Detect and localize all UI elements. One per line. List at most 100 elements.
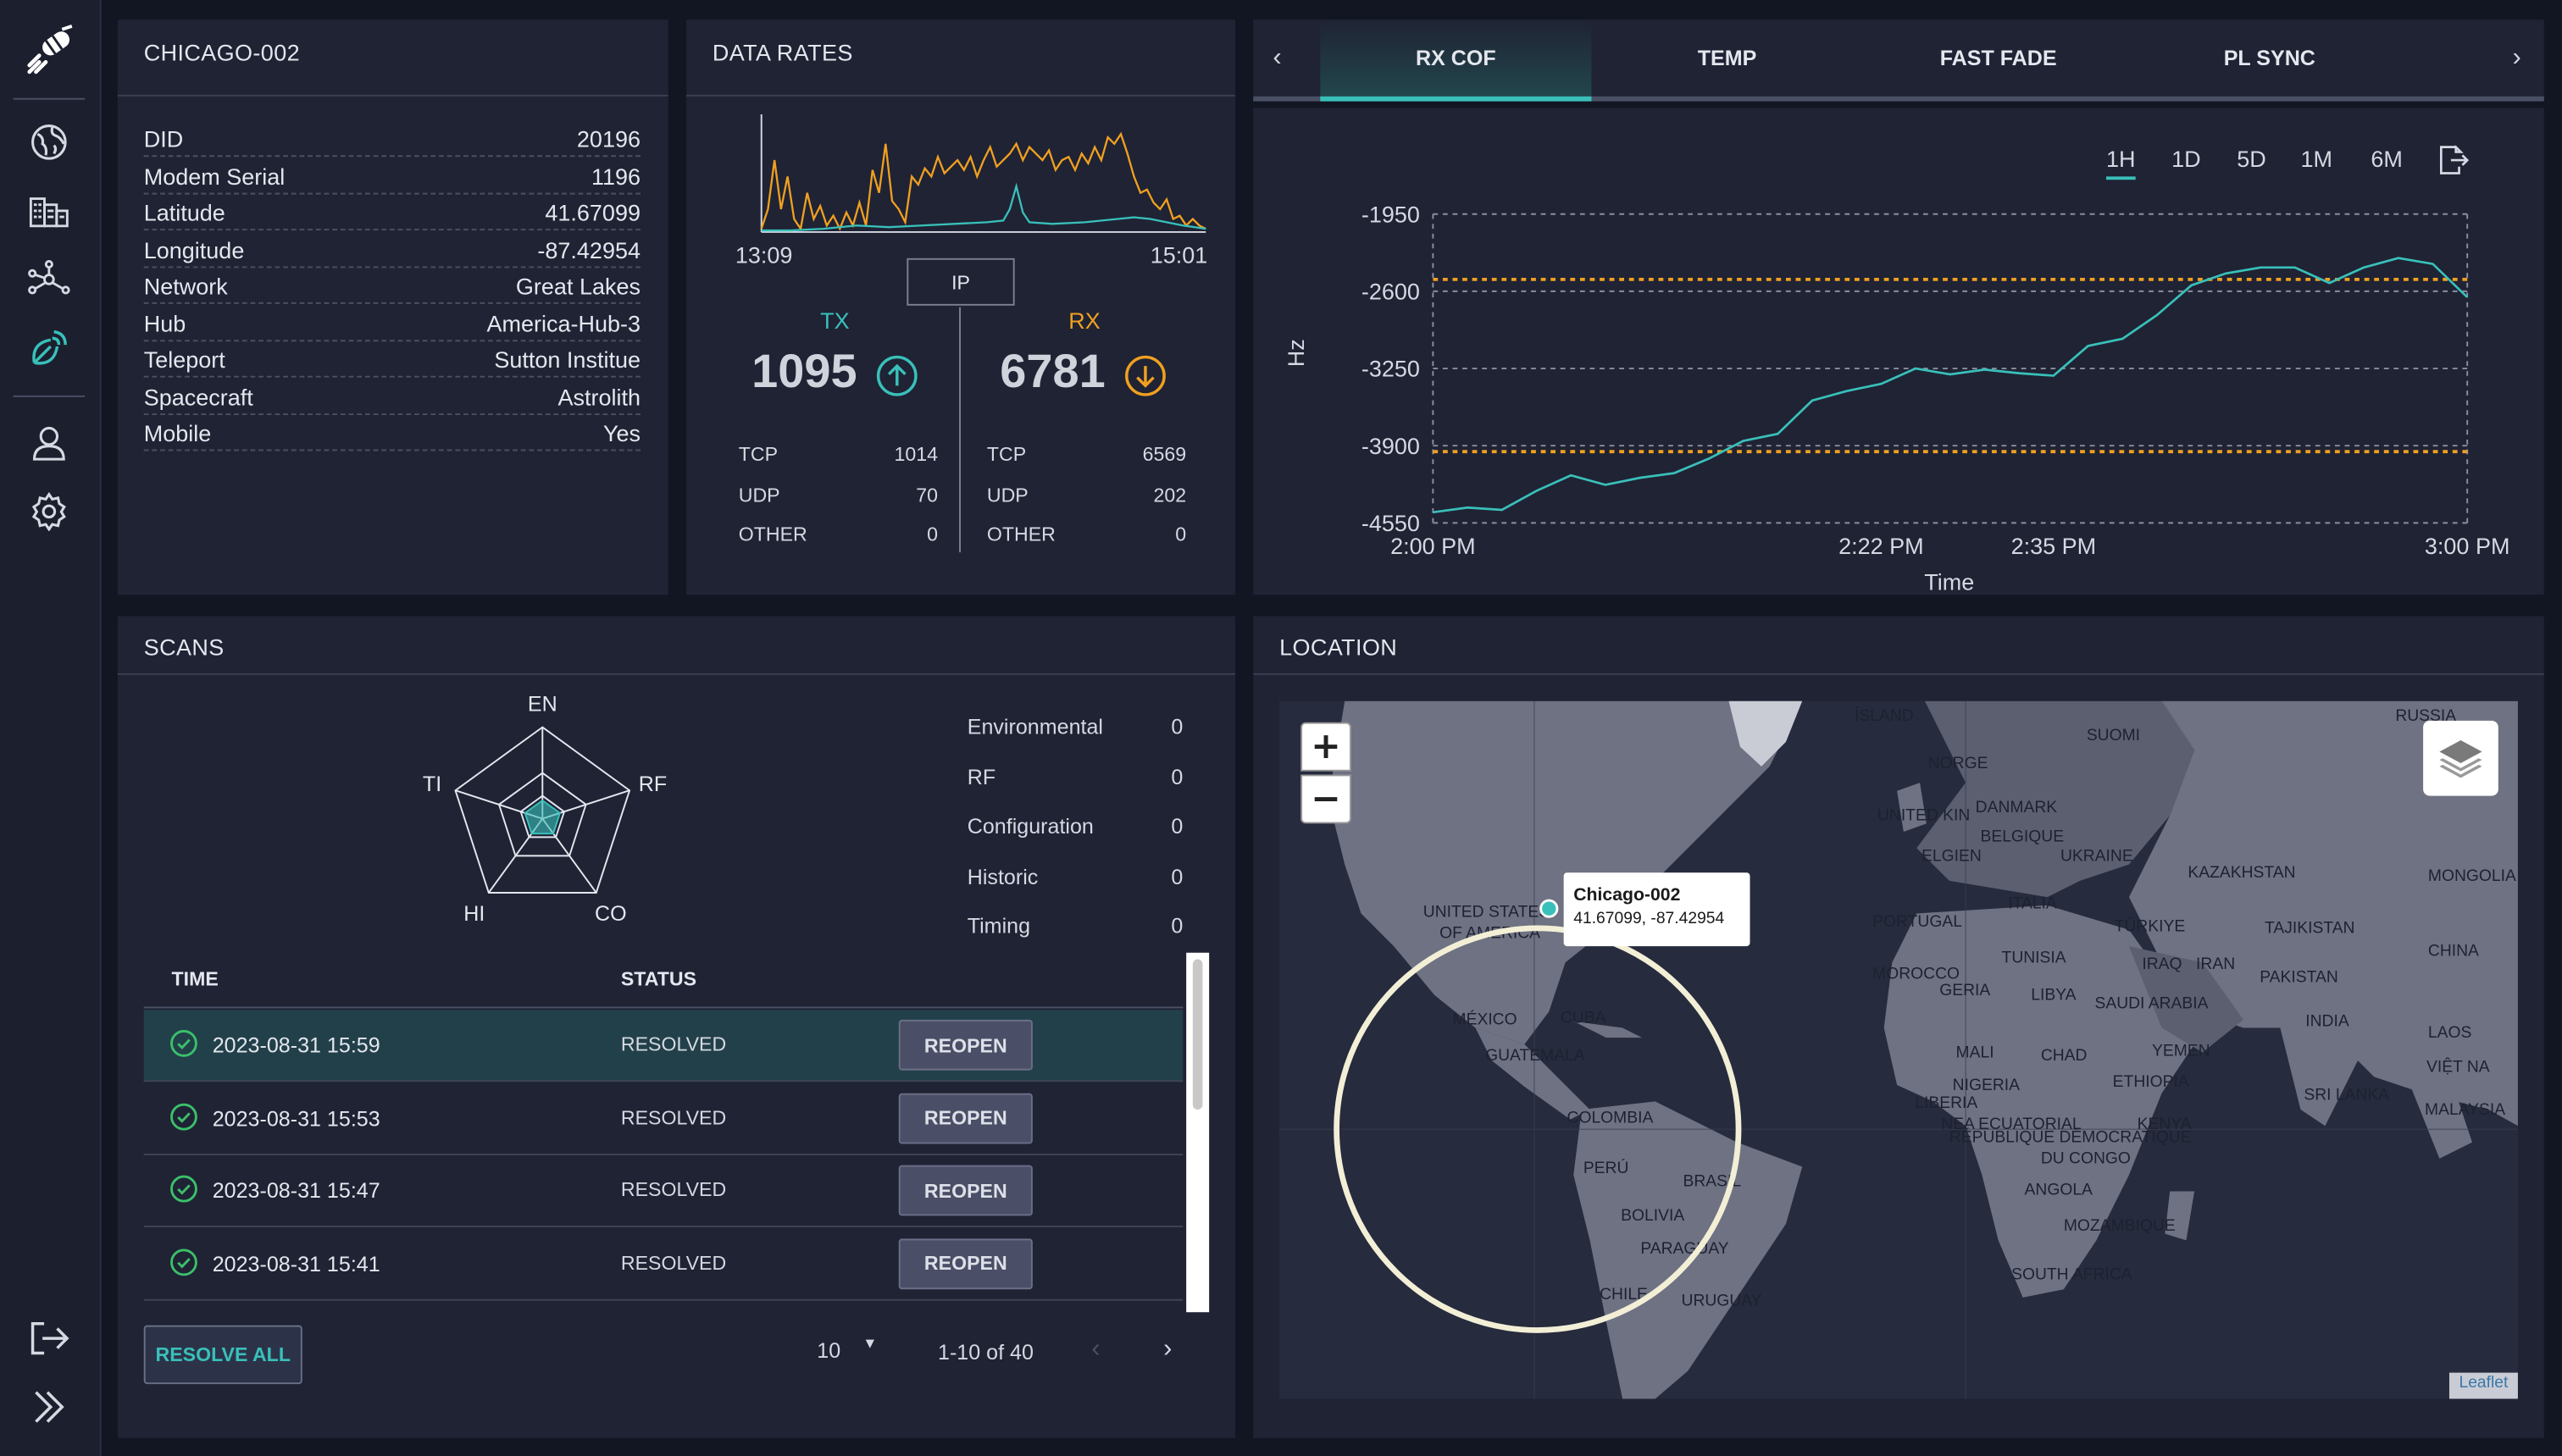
resolve-all-button[interactable]: RESOLVE ALL — [143, 1325, 302, 1385]
tabs-prev-chevron-icon[interactable]: ‹ — [1273, 44, 1282, 72]
reopen-button[interactable]: REOPEN — [898, 1237, 1033, 1289]
coverage-circle — [1334, 899, 1742, 1333]
table-row[interactable]: 2023-08-31 15:41 RESOLVED REOPEN — [143, 1228, 1184, 1300]
buildings-icon[interactable] — [28, 190, 70, 232]
rx-tcp-label: TCP — [986, 442, 1027, 466]
zoom-out-button[interactable]: − — [1300, 774, 1351, 824]
scan-status: RESOLVED — [620, 1032, 727, 1056]
y-tick-label: -4550 — [1361, 511, 1420, 536]
layers-button[interactable] — [2423, 720, 2498, 796]
col-time[interactable]: TIME — [171, 967, 219, 991]
map-place-label: PORTUGAL — [1872, 913, 1962, 932]
rx-udp-value: 202 — [1153, 484, 1187, 507]
location-map[interactable]: ÍSLAND SUOMI RUSSIA NORGE DANMARK UNITED KIN B… — [1279, 700, 2518, 1399]
export-icon[interactable] — [2437, 144, 2470, 183]
device-field-label: Latitude — [143, 199, 225, 226]
panel-divider — [117, 94, 668, 97]
reopen-button[interactable]: REOPEN — [898, 1165, 1033, 1216]
x-tick-label: 2:22 PM — [1838, 534, 1924, 559]
prev-page-chevron-icon[interactable]: ‹ — [1091, 1335, 1101, 1364]
satellite-logo-icon[interactable] — [23, 23, 79, 79]
radar-ring — [519, 794, 566, 839]
scans-table-header: TIME STATUS — [143, 953, 1184, 1009]
globe-icon[interactable] — [28, 121, 70, 163]
double-chevron-right-icon[interactable] — [28, 1386, 70, 1428]
tab-temp[interactable]: TEMP — [1591, 19, 1862, 97]
map-place-label: MÉXICO — [1452, 1011, 1517, 1030]
table-scrollbar[interactable] — [1186, 952, 1210, 1313]
scrollbar-thumb[interactable] — [1192, 959, 1203, 1110]
data-rates-time-end: 15:01 — [1150, 241, 1208, 269]
range-1d[interactable]: 1D — [2171, 146, 2201, 172]
scan-legend-count: 0 — [1171, 714, 1184, 739]
scan-legend-item: Configuration 0 — [968, 814, 1184, 839]
page-range: 1-10 of 40 — [938, 1340, 1034, 1365]
device-field-row: Modem Serial 1196 — [143, 158, 641, 194]
tab-rx-cof[interactable]: RX COF — [1320, 19, 1592, 102]
range-1h[interactable]: 1H — [2105, 145, 2136, 180]
table-row[interactable]: 2023-08-31 15:47 RESOLVED REOPEN — [143, 1155, 1184, 1227]
logout-icon[interactable] — [28, 1317, 70, 1359]
map-place-label: SUOMI — [2086, 727, 2141, 745]
sidebar-divider — [13, 395, 86, 397]
table-row[interactable]: 2023-08-31 15:53 RESOLVED REOPEN — [143, 1082, 1184, 1155]
x-tick-label: 2:00 PM — [1390, 534, 1476, 559]
range-1m[interactable]: 1M — [2300, 146, 2332, 172]
map-attribution[interactable]: Leaflet — [2448, 1372, 2518, 1399]
location-title: LOCATION — [1279, 634, 1398, 661]
tab-pl-sync[interactable]: PL SYNC — [2134, 19, 2405, 97]
map-place-label: TÜRKIYE — [2114, 918, 2186, 937]
y-axis-label: Hz — [1284, 339, 1309, 367]
next-page-chevron-icon[interactable]: › — [1163, 1335, 1173, 1364]
scan-legend-count: 0 — [1171, 863, 1184, 889]
range-5d[interactable]: 5D — [2237, 146, 2266, 172]
location-panel: LOCATION — [1253, 616, 2544, 1438]
device-field-label: Spacecraft — [143, 383, 253, 410]
range-6m[interactable]: 6M — [2371, 146, 2403, 172]
device-field-value: 20196 — [576, 125, 641, 152]
range-label: 6M — [2371, 145, 2403, 172]
satellite-dish-icon[interactable] — [28, 327, 70, 369]
range-label: 1H — [2105, 145, 2136, 172]
check-circle-icon — [170, 1248, 198, 1283]
map-place-label: NEA ECUATORIAL — [1941, 1116, 2082, 1134]
data-rates-sparkline — [760, 114, 1206, 233]
device-field-row: Longitude -87.42954 — [143, 231, 641, 268]
map-place-label: SRI LANKA — [2304, 1086, 2390, 1105]
tab-label: RX COF — [1416, 46, 1496, 70]
reopen-button[interactable]: REOPEN — [898, 1019, 1033, 1071]
map-place-label: NORGE — [1927, 755, 1988, 773]
zoom-in-button[interactable]: + — [1300, 722, 1351, 772]
scan-legend-item: Timing 0 — [968, 913, 1184, 938]
reopen-button[interactable]: REOPEN — [898, 1092, 1033, 1143]
map-place-label: CHILE — [1600, 1286, 1648, 1304]
map-place-label: YEMEN — [2151, 1042, 2210, 1061]
scan-legend-item: Historic 0 — [968, 864, 1184, 889]
tab-fast-fade[interactable]: FAST FADE — [1863, 19, 2134, 97]
rx-other-label: OTHER — [986, 523, 1056, 546]
user-icon[interactable] — [28, 422, 70, 464]
tabs-next-chevron-icon[interactable]: › — [2512, 44, 2521, 72]
scan-time: 2023-08-31 15:59 — [212, 1032, 380, 1058]
page-size-select[interactable]: 10 ▼ — [817, 1335, 882, 1371]
range-label: 1D — [2171, 145, 2201, 172]
page-size-value: 10 — [817, 1338, 841, 1364]
tx-label: TX — [820, 307, 850, 334]
world-map-background — [1279, 700, 2518, 1399]
scan-legend-item: Environmental 0 — [968, 714, 1184, 739]
map-place-label: ANGOLA — [2024, 1181, 2093, 1200]
radar-value-area — [524, 799, 562, 835]
col-status[interactable]: STATUS — [620, 967, 697, 991]
radar-axis-label: RF — [639, 772, 667, 796]
x-tick-label: 2:35 PM — [2011, 534, 2097, 559]
map-place-label: SAUDI ARABIA — [2094, 994, 2209, 1014]
network-icon[interactable] — [28, 258, 70, 301]
table-row[interactable]: 2023-08-31 15:59 RESOLVED REOPEN — [143, 1010, 1184, 1082]
scan-time: 2023-08-31 15:47 — [212, 1178, 380, 1203]
map-place-label: BOLIVIA — [1621, 1207, 1685, 1226]
gear-icon[interactable] — [28, 490, 70, 533]
map-place-label: IRAQ — [2142, 955, 2182, 974]
map-place-label: RÉPUBLIQUE DÉMOCRATIQUE — [1949, 1129, 2192, 1148]
x-axis-label: Time — [1924, 569, 1974, 595]
device-field-row: Latitude 41.67099 — [143, 195, 641, 231]
